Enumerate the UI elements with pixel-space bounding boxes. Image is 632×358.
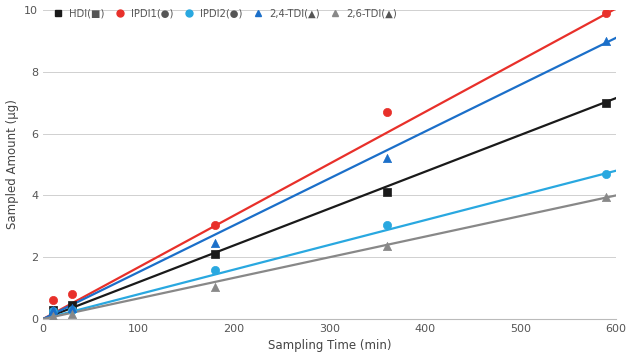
Point	[66, 302, 76, 308]
Point	[210, 241, 220, 246]
Point	[47, 309, 58, 314]
Point	[601, 171, 611, 177]
Point	[66, 291, 76, 297]
Point	[601, 194, 611, 200]
Point	[382, 243, 392, 249]
Point	[66, 305, 76, 311]
Point	[47, 297, 58, 303]
Point	[210, 267, 220, 272]
Legend: HDI(■), IPDI1(●), IPDI2(●), 2,4-TDI(▲), 2,6-TDI(▲): HDI(■), IPDI1(●), IPDI2(●), 2,4-TDI(▲), …	[44, 5, 401, 23]
Point	[601, 38, 611, 44]
Point	[47, 307, 58, 313]
Point	[601, 100, 611, 106]
Point	[66, 307, 76, 313]
X-axis label: Sampling Time (min): Sampling Time (min)	[268, 339, 391, 352]
Point	[382, 189, 392, 195]
Point	[47, 307, 58, 313]
Point	[382, 109, 392, 115]
Point	[210, 251, 220, 257]
Point	[210, 222, 220, 228]
Y-axis label: Sampled Amount (µg): Sampled Amount (µg)	[6, 100, 18, 229]
Point	[66, 311, 76, 317]
Point	[210, 284, 220, 290]
Point	[382, 222, 392, 228]
Point	[601, 10, 611, 16]
Point	[382, 155, 392, 161]
Point	[47, 313, 58, 319]
